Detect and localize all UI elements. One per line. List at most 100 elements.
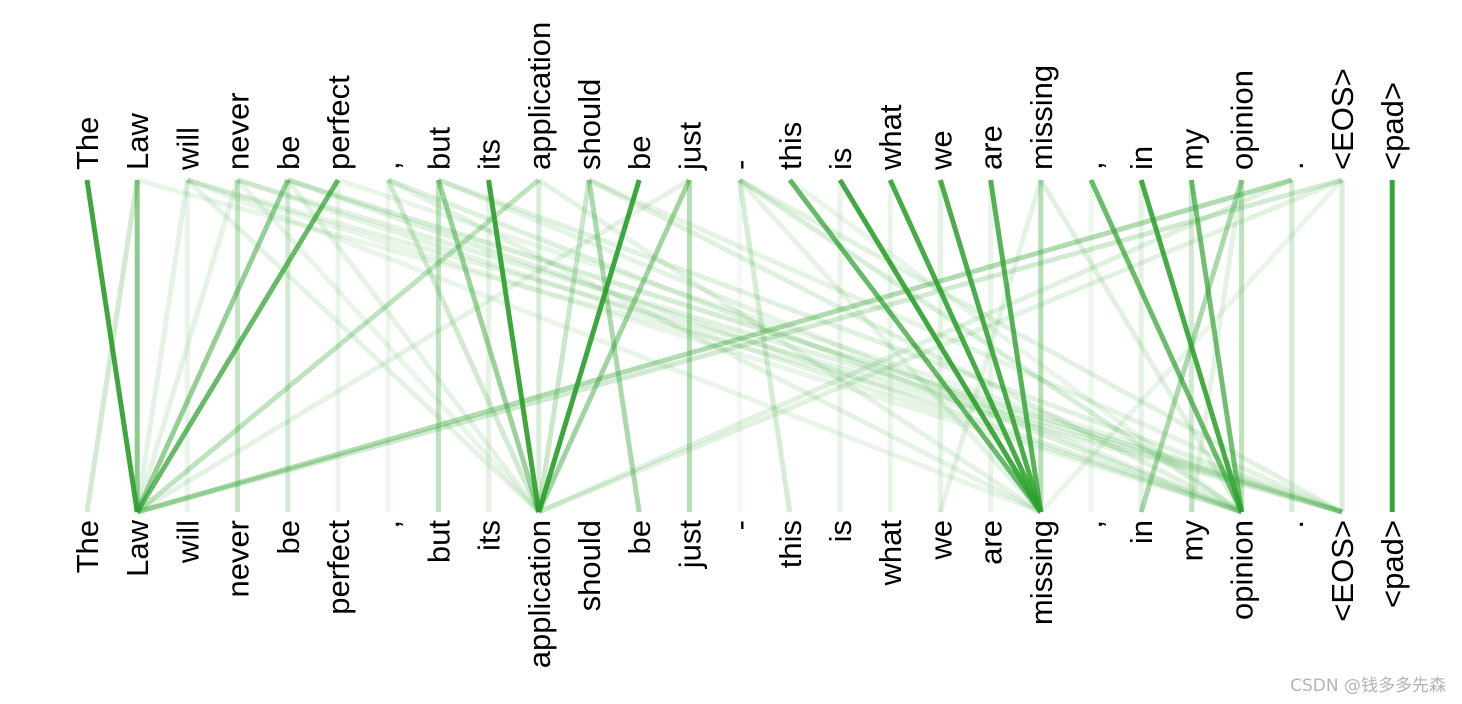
attention-link bbox=[1138, 179, 1244, 513]
source-token: but bbox=[421, 127, 456, 170]
attention-link bbox=[337, 177, 1343, 515]
source-token: this bbox=[773, 122, 808, 170]
source-token: <pad> bbox=[1375, 82, 1410, 170]
source-token: . bbox=[1275, 161, 1310, 170]
source-token: be bbox=[622, 136, 657, 170]
attention-link bbox=[738, 177, 1344, 515]
target-token: in bbox=[1124, 520, 1159, 544]
source-token: are bbox=[974, 125, 1009, 170]
attention-link bbox=[135, 178, 341, 514]
attention-link bbox=[136, 177, 1343, 515]
attention-link bbox=[287, 177, 1343, 515]
source-token: perfect bbox=[321, 75, 356, 170]
target-token: my bbox=[1174, 520, 1209, 562]
target-token: is bbox=[823, 520, 858, 542]
source-token: should bbox=[572, 79, 607, 170]
target-token: application bbox=[522, 520, 557, 668]
attention-link bbox=[235, 178, 541, 514]
attention-link bbox=[387, 177, 1243, 515]
source-token: my bbox=[1174, 128, 1209, 170]
attention-link bbox=[787, 178, 1043, 514]
attention-link bbox=[84, 179, 140, 513]
attention-link bbox=[938, 179, 1044, 513]
target-token: perfect bbox=[321, 520, 356, 615]
attention-link bbox=[537, 177, 1293, 515]
target-token: are bbox=[974, 520, 1009, 565]
source-token-labels: The Law will never be perfect, but its applicati… bbox=[70, 22, 1410, 171]
attention-link bbox=[84, 179, 140, 513]
source-token: The bbox=[70, 117, 105, 170]
target-token: , bbox=[371, 520, 406, 529]
target-token: never bbox=[221, 520, 256, 598]
attention-link bbox=[536, 178, 692, 514]
attention-link bbox=[185, 178, 541, 514]
attention-link bbox=[1038, 178, 1244, 514]
source-token: missing bbox=[1024, 65, 1059, 170]
attention-link bbox=[536, 179, 592, 513]
attention-link bbox=[135, 177, 691, 515]
attention-link bbox=[1138, 179, 1244, 513]
attention-links bbox=[84, 177, 1395, 515]
source-token: application bbox=[522, 22, 557, 170]
attention-link bbox=[586, 179, 642, 513]
source-token: opinion bbox=[1225, 70, 1260, 170]
attention-link bbox=[236, 177, 1343, 515]
attention-link bbox=[486, 179, 542, 513]
source-token: in bbox=[1124, 146, 1159, 170]
attention-link bbox=[436, 179, 542, 513]
target-token: what bbox=[873, 520, 908, 587]
target-token: opinion bbox=[1225, 520, 1260, 620]
attention-link bbox=[988, 179, 1044, 513]
attention-link bbox=[1188, 179, 1245, 513]
target-token-labels: The Law will never be perfect, but its applicati… bbox=[70, 519, 1410, 668]
attention-link bbox=[285, 178, 541, 514]
source-token: Law bbox=[120, 113, 155, 170]
source-token: , bbox=[371, 161, 406, 170]
attention-link bbox=[135, 178, 541, 514]
attention-link bbox=[134, 179, 190, 513]
attention-link bbox=[437, 177, 1343, 515]
source-token: <EOS> bbox=[1325, 68, 1360, 170]
watermark: CSDN @钱多多先森 bbox=[1290, 676, 1446, 696]
attention-link bbox=[437, 177, 1243, 515]
attention-link bbox=[134, 178, 291, 514]
source-token: be bbox=[271, 136, 306, 170]
target-token: this bbox=[773, 520, 808, 568]
attention-link bbox=[536, 179, 642, 513]
target-token: <EOS> bbox=[1325, 520, 1360, 622]
target-token: The bbox=[70, 520, 105, 573]
attention-link bbox=[385, 178, 542, 514]
attention-link bbox=[887, 178, 1044, 514]
attention-link bbox=[1088, 178, 1244, 514]
attention-link bbox=[1188, 179, 1245, 513]
target-token: will bbox=[170, 520, 205, 564]
target-token: <pad> bbox=[1375, 520, 1410, 608]
attention-link bbox=[537, 177, 1343, 515]
target-token: missing bbox=[1024, 520, 1059, 625]
attention-link bbox=[737, 179, 793, 513]
target-token: but bbox=[421, 520, 456, 563]
source-token: its bbox=[472, 139, 507, 170]
attention-link bbox=[186, 177, 1042, 515]
attention-link bbox=[837, 178, 1043, 514]
target-token: be bbox=[622, 520, 657, 554]
attention-link bbox=[186, 177, 1243, 515]
attention-link bbox=[236, 177, 1243, 515]
target-token: its bbox=[472, 520, 507, 551]
target-token: Law bbox=[120, 519, 155, 576]
target-token: be bbox=[271, 520, 306, 554]
attention-link bbox=[134, 179, 240, 513]
source-token: never bbox=[221, 92, 256, 170]
target-token: , bbox=[1074, 520, 1109, 529]
source-token: we bbox=[923, 130, 958, 171]
source-token: - bbox=[723, 160, 758, 170]
attention-link bbox=[286, 177, 1243, 515]
target-token: . bbox=[1275, 520, 1310, 529]
attention-link bbox=[136, 177, 1343, 515]
target-token: just bbox=[672, 520, 707, 570]
attention-link bbox=[186, 177, 1343, 515]
source-token: is bbox=[823, 148, 858, 170]
attention-link bbox=[1038, 178, 1344, 514]
target-token: we bbox=[923, 520, 958, 561]
